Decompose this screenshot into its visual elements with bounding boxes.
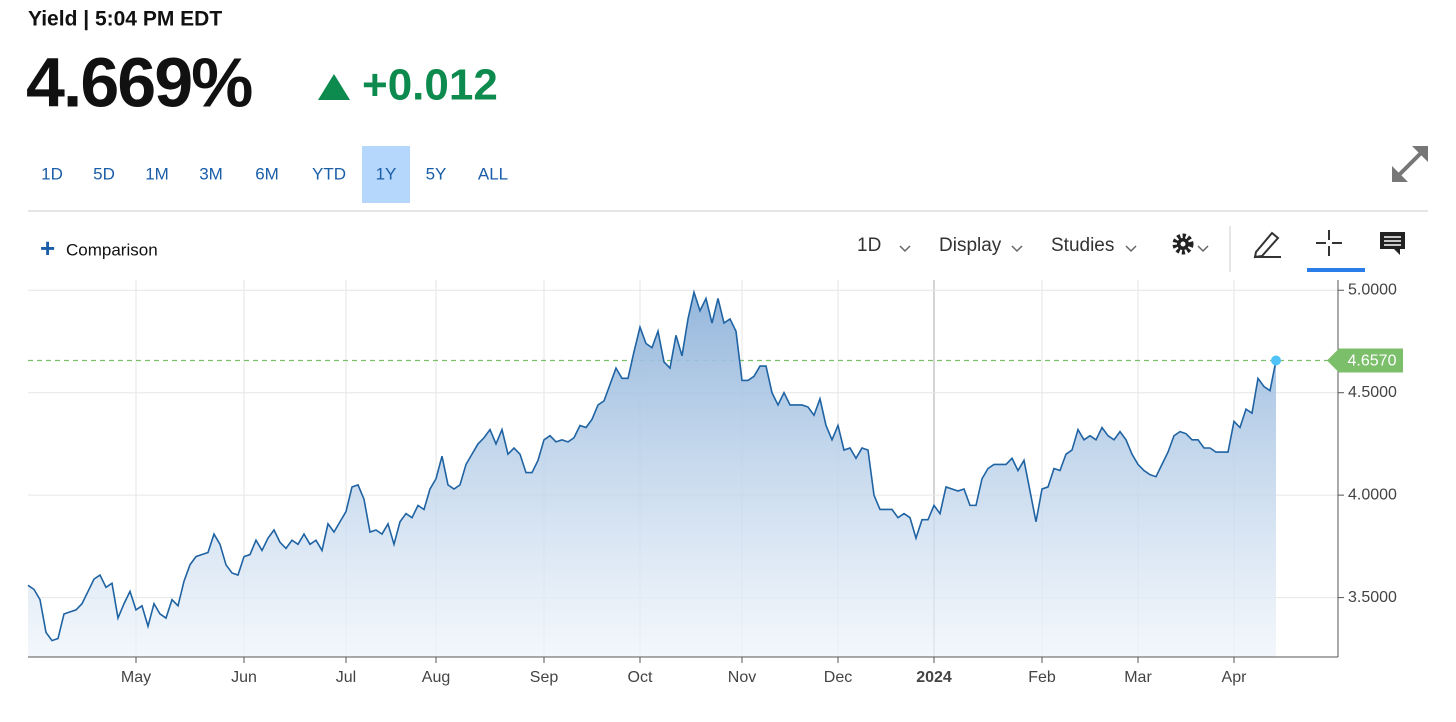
price-tag-label: 4.6570 bbox=[1348, 353, 1397, 370]
x-tick-label: Sep bbox=[530, 669, 559, 686]
range-button[interactable]: 1D bbox=[41, 164, 63, 183]
x-tick-label: 2024 bbox=[916, 669, 952, 686]
price: 4.669% bbox=[26, 43, 252, 121]
range-button[interactable]: 6M bbox=[255, 164, 279, 183]
header-title: Yield | 5:04 PM EDT bbox=[28, 8, 222, 31]
range-button[interactable]: 1Y bbox=[376, 164, 397, 183]
range-buttons: 1D 5D 1M 3M 6M YTD 1Y 5Y ALL bbox=[41, 146, 508, 203]
y-tick-label: 5.0000 bbox=[1348, 281, 1397, 298]
crosshair-icon[interactable] bbox=[1316, 230, 1342, 256]
area bbox=[28, 292, 1276, 657]
x-tick-label: Apr bbox=[1222, 669, 1248, 686]
plus-icon[interactable]: + bbox=[40, 233, 55, 263]
range-button[interactable]: YTD bbox=[312, 164, 346, 183]
x-tick-label: Dec bbox=[824, 669, 852, 686]
chevrons bbox=[899, 245, 1209, 253]
settings-icon[interactable] bbox=[1172, 233, 1194, 255]
last-point bbox=[1271, 355, 1281, 366]
draw-icon[interactable] bbox=[1253, 231, 1281, 259]
selected-highlight bbox=[362, 146, 410, 203]
chart: May Jun Jul Aug Sep Oct Nov Dec 2024 Feb Mar Apr 3.5… bbox=[27, 280, 1403, 686]
range-button[interactable]: 3M bbox=[199, 164, 223, 183]
comparison-button[interactable]: Comparison bbox=[66, 240, 158, 259]
y-tick-label: 4.5000 bbox=[1348, 384, 1397, 401]
up-arrow bbox=[318, 74, 350, 100]
y-tick-label: 4.0000 bbox=[1348, 486, 1397, 503]
change: +0.012 bbox=[362, 61, 498, 110]
x-tick-label: Feb bbox=[1028, 669, 1056, 686]
line bbox=[27, 289, 1277, 642]
x-tick-label: Oct bbox=[628, 669, 653, 686]
range-button[interactable]: 5D bbox=[93, 164, 115, 183]
comment-icon[interactable] bbox=[1380, 232, 1405, 255]
expand-icon[interactable] bbox=[1392, 146, 1428, 182]
range-button[interactable]: ALL bbox=[478, 164, 508, 183]
x-tick-label: Jun bbox=[231, 669, 257, 686]
range-button[interactable]: 5Y bbox=[426, 164, 447, 183]
x-tick-label: May bbox=[121, 669, 151, 686]
interval-button[interactable]: 1D bbox=[857, 235, 881, 256]
active-tool-underline bbox=[1307, 268, 1365, 272]
x-tick-label: Mar bbox=[1124, 669, 1152, 686]
studies-button[interactable]: Studies bbox=[1051, 235, 1114, 256]
price-tag bbox=[1327, 348, 1403, 373]
x-tick-label: Jul bbox=[336, 669, 356, 686]
x-tick-label: Aug bbox=[422, 669, 450, 686]
display-button[interactable]: Display bbox=[939, 235, 1002, 256]
y-tick-label: 3.5000 bbox=[1348, 589, 1397, 606]
range-button[interactable]: 1M bbox=[145, 164, 169, 183]
x-tick-label: Nov bbox=[728, 669, 756, 686]
